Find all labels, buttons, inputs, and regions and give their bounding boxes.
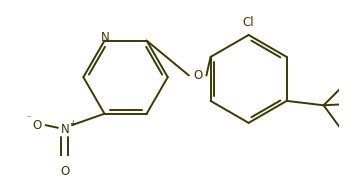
Text: N: N xyxy=(61,123,69,136)
Text: O: O xyxy=(60,165,70,177)
Text: O: O xyxy=(193,69,202,82)
Text: N: N xyxy=(101,31,110,44)
Text: Cl: Cl xyxy=(243,16,255,29)
Text: ⁻: ⁻ xyxy=(26,115,31,124)
Text: O: O xyxy=(32,119,42,132)
Text: +: + xyxy=(70,119,76,128)
